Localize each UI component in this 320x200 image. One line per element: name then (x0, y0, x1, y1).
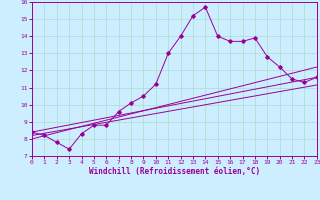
X-axis label: Windchill (Refroidissement éolien,°C): Windchill (Refroidissement éolien,°C) (89, 167, 260, 176)
